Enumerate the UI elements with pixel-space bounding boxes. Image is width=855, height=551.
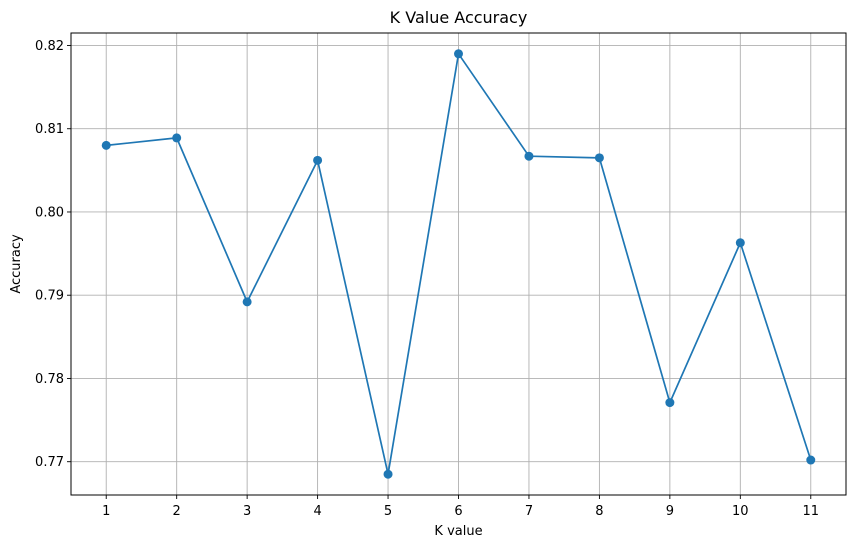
data-point-marker [524, 151, 534, 161]
y-tick-label: 0.82 [35, 39, 64, 54]
x-tick-label: 1 [102, 504, 110, 519]
data-point-marker [101, 140, 111, 150]
data-point-marker [665, 398, 675, 408]
data-point-marker [313, 155, 323, 165]
x-tick-label: 11 [802, 504, 819, 519]
y-tick-label: 0.79 [35, 289, 64, 304]
x-tick-label: 10 [732, 504, 749, 519]
x-tick-label: 8 [595, 504, 603, 519]
x-tick-label: 6 [454, 504, 462, 519]
y-tick-label: 0.80 [35, 205, 64, 220]
y-tick-label: 0.78 [35, 372, 64, 387]
data-point-marker [383, 469, 393, 479]
data-point-marker [806, 455, 816, 465]
x-tick-label: 7 [525, 504, 533, 519]
data-point-marker [735, 238, 745, 248]
x-tick-label: 4 [313, 504, 321, 519]
x-tick-label: 3 [243, 504, 251, 519]
data-point-marker [172, 133, 182, 143]
data-point-marker [454, 49, 463, 59]
chart-title: K Value Accuracy [390, 8, 528, 27]
y-axis-label: Accuracy [9, 234, 24, 294]
data-point-marker [594, 153, 604, 163]
x-tick-label: 9 [666, 504, 674, 519]
x-tick-label: 2 [173, 504, 181, 519]
y-tick-label: 0.81 [35, 122, 64, 137]
x-axis-label: K value [434, 524, 482, 539]
axes-layer: 1 2 3 4 5 6 7 8 9 10 11 0.77 0.78 0.79 0.80 0.81 0.82 [35, 32, 847, 519]
grid-layer [71, 33, 846, 495]
plot-frame [70, 32, 847, 496]
marker-layer [101, 49, 816, 479]
data-point-marker [242, 297, 252, 307]
x-tick-label: 5 [384, 504, 392, 519]
y-tick-label: 0.77 [35, 455, 64, 470]
